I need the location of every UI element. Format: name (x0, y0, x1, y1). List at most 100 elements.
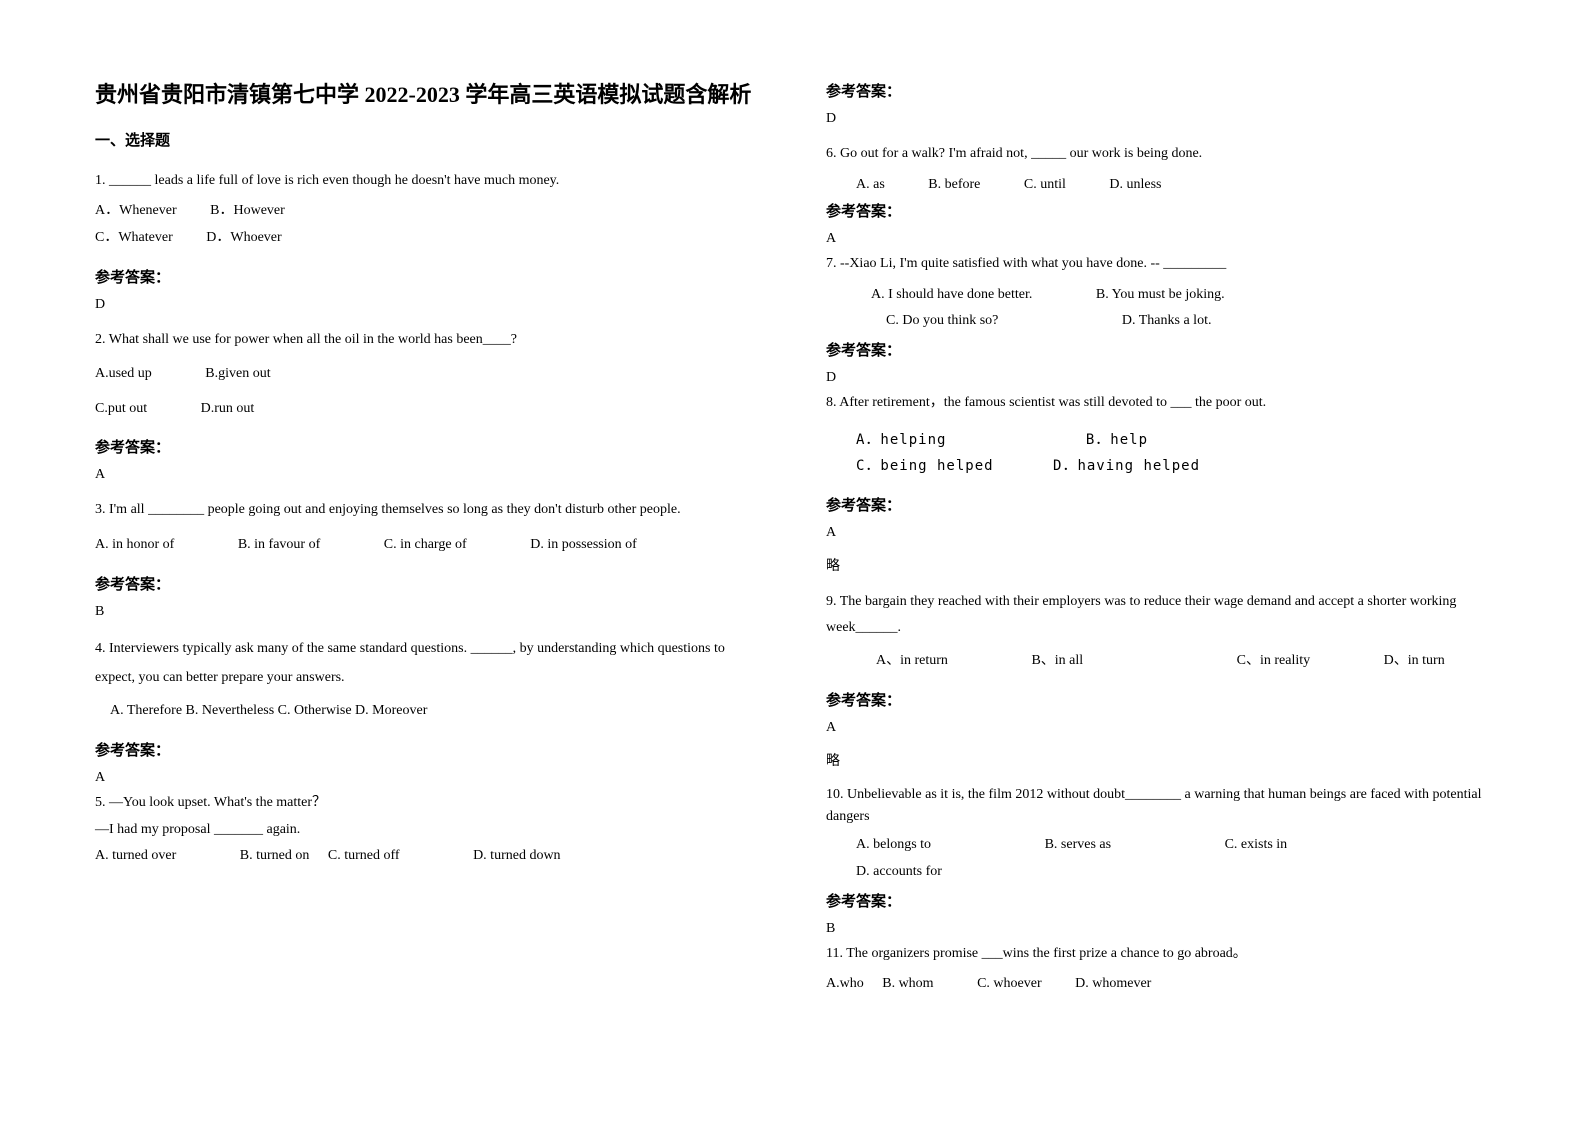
q7-opt-d: D. Thanks a lot. (1122, 308, 1212, 335)
q10-prompt: 10. Unbelievable as it is, the film 2012… (826, 784, 1497, 829)
q1-answer: D (95, 297, 766, 313)
q11-options: A.who B. whom C. whoever D. whomever (826, 971, 1497, 998)
answer-label: 参考答案： (95, 739, 766, 760)
q11-opt-a: A.who (826, 971, 864, 998)
q9-note: 略 (826, 750, 1497, 770)
q4-answer: A (95, 770, 766, 786)
q10-answer: B (826, 921, 1497, 937)
q6-opt-b: B. before (928, 172, 980, 199)
q5-opt-c: C. turned off (328, 843, 400, 870)
q1-options-row2: C．Whatever D．Whoever (95, 225, 766, 252)
q10-opt-b: B. serves as (1045, 832, 1112, 859)
exam-title: 贵州省贵阳市清镇第七中学 2022-2023 学年高三英语模拟试题含解析 (95, 80, 766, 111)
answer-label: 参考答案： (826, 339, 1497, 360)
q7-prompt: 7. --Xiao Li, I'm quite satisfied with w… (826, 251, 1497, 278)
q9-prompt: 9. The bargain they reached with their e… (826, 589, 1497, 642)
q2-opt-a: A.used up (95, 361, 152, 388)
q6-answer: A (826, 231, 1497, 247)
q1-opt-c: C．Whatever (95, 225, 173, 252)
q11-opt-d: D. whomever (1075, 971, 1151, 998)
q11-opt-b: B. whom (882, 971, 933, 998)
q1-prompt: 1. ______ leads a life full of love is r… (95, 168, 766, 195)
q5-answer: D (826, 111, 1497, 127)
q3-opt-b: B. in favour of (238, 532, 320, 559)
q1-opt-d: D．Whoever (206, 225, 281, 252)
q3-opt-c: C. in charge of (384, 532, 467, 559)
question-10: 10. Unbelievable as it is, the film 2012… (826, 784, 1497, 886)
q2-options-row2: C.put out D.run out (95, 396, 766, 423)
q2-options-row1: A.used up B.given out (95, 361, 766, 388)
question-8: 8. After retirement，the famous scientist… (826, 390, 1497, 480)
q8-answer: A (826, 525, 1497, 541)
q8-opt-c: C．being helped (856, 453, 994, 480)
q6-options: A. as B. before C. until D. unless (826, 172, 1497, 199)
q8-opt-a: A．helping (856, 427, 946, 454)
q9-opt-b: B、in all (1031, 648, 1083, 675)
q7-opt-a: A. I should have done better. (871, 282, 1032, 309)
q6-opt-a: A. as (856, 172, 885, 199)
q6-opt-d: D. unless (1109, 172, 1161, 199)
answer-label: 参考答案： (95, 266, 766, 287)
q3-options: A. in honor of B. in favour of C. in cha… (95, 532, 766, 559)
q8-opt-d: D．having helped (1053, 453, 1200, 480)
q6-prompt: 6. Go out for a walk? I'm afraid not, __… (826, 141, 1497, 168)
q8-note: 略 (826, 555, 1497, 575)
q2-opt-d: D.run out (201, 396, 255, 423)
q5-opt-a: A. turned over (95, 843, 176, 870)
question-3: 3. I'm all ________ people going out and… (95, 497, 766, 558)
q5-line2: —I had my proposal _______ again. (95, 817, 766, 844)
q7-answer: D (826, 370, 1497, 386)
q1-opt-a: A．Whenever (95, 198, 177, 225)
q3-opt-d: D. in possession of (530, 532, 637, 559)
q11-prompt: 11. The organizers promise ___wins the f… (826, 941, 1497, 968)
answer-label: 参考答案： (95, 573, 766, 594)
q9-opt-c: C、in reality (1237, 648, 1311, 675)
q4-prompt: 4. Interviewers typically ask many of th… (95, 634, 766, 693)
right-column: 参考答案： D 6. Go out for a walk? I'm afraid… (826, 80, 1497, 1082)
q1-options-row1: A．Whenever B．However (95, 198, 766, 225)
q9-answer: A (826, 720, 1497, 736)
answer-label: 参考答案： (826, 200, 1497, 221)
question-1: 1. ______ leads a life full of love is r… (95, 168, 766, 252)
answer-label: 参考答案： (826, 80, 1497, 101)
q9-opt-d: D、in turn (1384, 648, 1445, 675)
question-9: 9. The bargain they reached with their e… (826, 589, 1497, 675)
q2-answer: A (95, 467, 766, 483)
q9-opt-a: A、in return (876, 648, 948, 675)
left-column: 贵州省贵阳市清镇第七中学 2022-2023 学年高三英语模拟试题含解析 一、选… (95, 80, 766, 1082)
q5-options: A. turned over B. turned on C. turned of… (95, 843, 766, 870)
answer-label: 参考答案： (826, 890, 1497, 911)
q4-options: A. Therefore B. Nevertheless C. Otherwis… (95, 698, 766, 725)
q11-opt-c: C. whoever (977, 971, 1042, 998)
q7-options-row2: C. Do you think so? D. Thanks a lot. (826, 308, 1497, 335)
q5-line1: 5. —You look upset. What's the matter？ (95, 790, 766, 817)
question-7: 7. --Xiao Li, I'm quite satisfied with w… (826, 251, 1497, 335)
question-5: 5. —You look upset. What's the matter？ —… (95, 790, 766, 870)
q8-opt-b: B．help (1086, 427, 1148, 454)
q8-options: A．helping B．help C．being helped D．having… (826, 427, 1497, 480)
q7-opt-b: B. You must be joking. (1096, 282, 1225, 309)
q6-opt-c: C. until (1024, 172, 1066, 199)
q5-opt-b: B. turned on (240, 843, 310, 870)
q10-options: A. belongs to B. serves as C. exists in … (826, 832, 1497, 885)
question-6: 6. Go out for a walk? I'm afraid not, __… (826, 141, 1497, 198)
q2-opt-b: B.given out (205, 361, 270, 388)
q8-prompt: 8. After retirement，the famous scientist… (826, 390, 1497, 417)
answer-label: 参考答案： (826, 494, 1497, 515)
q3-answer: B (95, 604, 766, 620)
q7-opt-c: C. Do you think so? (886, 308, 998, 335)
q10-opt-a: A. belongs to (856, 832, 931, 859)
q7-options-row1: A. I should have done better. B. You mus… (826, 282, 1497, 309)
question-11: 11. The organizers promise ___wins the f… (826, 941, 1497, 998)
q10-opt-c: C. exists in (1225, 832, 1288, 859)
q3-prompt: 3. I'm all ________ people going out and… (95, 497, 766, 524)
question-4: 4. Interviewers typically ask many of th… (95, 634, 766, 725)
q1-opt-b: B．However (210, 198, 285, 225)
q9-options: A、in return B、in all C、in reality D、in t… (826, 648, 1497, 675)
q5-opt-d: D. turned down (473, 843, 561, 870)
q2-prompt: 2. What shall we use for power when all … (95, 327, 766, 354)
answer-label: 参考答案： (826, 689, 1497, 710)
q2-opt-c: C.put out (95, 396, 147, 423)
answer-label: 参考答案： (95, 436, 766, 457)
q10-opt-d: D. accounts for (856, 859, 942, 886)
